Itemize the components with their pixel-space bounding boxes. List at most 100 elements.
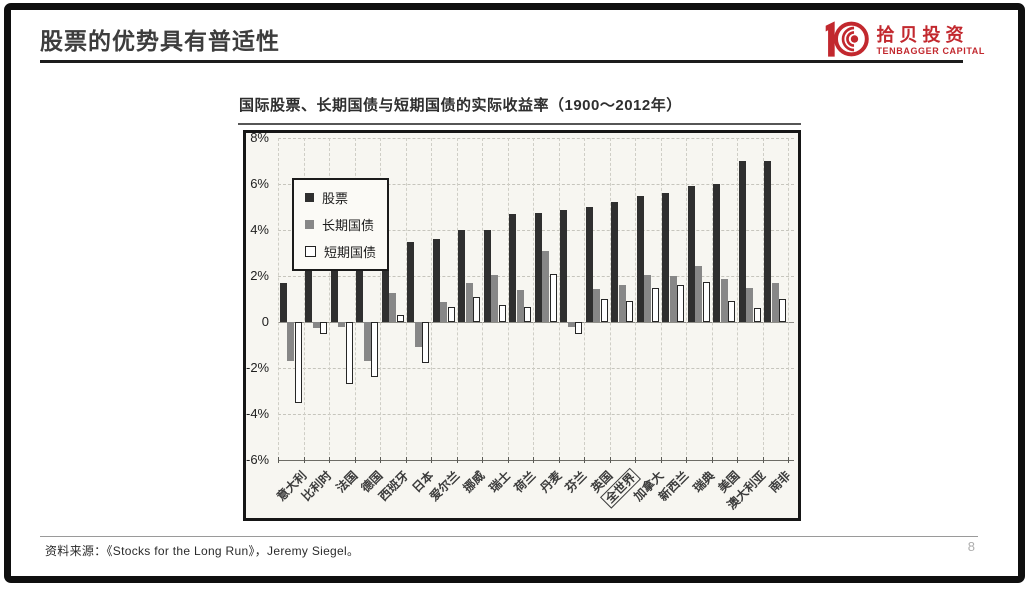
- legend-item-短期国债: 短期国债: [305, 242, 376, 261]
- legend-label: 短期国债: [324, 245, 377, 260]
- tenbagger-logo-text: 拾贝投资 TENBAGGER CAPITAL: [876, 24, 985, 58]
- logo-name-en: TENBAGGER CAPITAL: [876, 46, 985, 57]
- x-axis-tick: [431, 457, 432, 463]
- x-axis-tick: [533, 457, 534, 463]
- bar-短期国债-全世界: [626, 301, 634, 322]
- x-axis-tick: [788, 457, 789, 463]
- bar-长期国债-爱尔兰: [440, 302, 448, 322]
- y-axis-tick-label: 2%: [250, 268, 269, 283]
- bar-短期国债-日本: [422, 322, 430, 364]
- v-gridline: [660, 138, 662, 460]
- bar-股票-瑞典: [687, 186, 695, 322]
- bar-长期国债-法国: [338, 322, 346, 327]
- footer-divider: [40, 536, 978, 537]
- bar-股票-美国: [713, 184, 720, 322]
- legend-item-股票: 股票: [305, 188, 376, 207]
- legend-swatch-icon: [305, 220, 314, 229]
- bar-股票-德国: [356, 255, 363, 322]
- bar-短期国债-丹麦: [549, 273, 557, 322]
- bar-长期国债-丹麦: [542, 250, 550, 322]
- bar-长期国债-瑞士: [491, 274, 499, 322]
- v-gridline: [737, 138, 738, 460]
- bar-短期国债-新西兰: [677, 285, 685, 322]
- bar-长期国债-美国: [720, 279, 728, 322]
- x-axis-tick: [762, 457, 764, 463]
- bar-短期国债-挪威: [473, 296, 481, 322]
- bar-股票-英国: [585, 207, 593, 322]
- zero-gridline: [278, 322, 794, 323]
- bar-股票-澳大利亚: [738, 161, 746, 322]
- bar-长期国债-意大利: [287, 322, 295, 362]
- source-note: 资料来源：《Stocks for the Long Run》，Jeremy Si…: [45, 544, 360, 558]
- bar-短期国债-澳大利亚: [753, 308, 761, 322]
- x-category-label-text: 南非: [766, 468, 794, 496]
- bar-短期国债-荷兰: [524, 307, 532, 322]
- v-gridline: [278, 138, 279, 460]
- v-gridline: [329, 138, 330, 460]
- v-gridline: [762, 138, 764, 460]
- x-axis-tick: [507, 457, 509, 463]
- bar-股票-加拿大: [636, 195, 644, 322]
- x-axis-tick: [584, 457, 585, 463]
- bar-短期国债-瑞典: [702, 281, 710, 322]
- bar-股票-日本: [407, 241, 414, 322]
- tenbagger-logo: 拾贝投资 TENBAGGER CAPITAL: [825, 18, 985, 65]
- x-axis-tick: [380, 457, 381, 463]
- bar-长期国债-挪威: [465, 282, 473, 322]
- x-axis-tick: [660, 457, 662, 463]
- v-gridline: [711, 138, 713, 460]
- bar-股票-法国: [330, 255, 338, 322]
- bar-短期国债-意大利: [294, 322, 302, 403]
- slide-title: 股票的优势具有普适性: [40, 28, 280, 54]
- bar-短期国债-德国: [371, 322, 379, 378]
- x-axis-tick: [456, 457, 458, 463]
- y-gridline: [278, 138, 794, 139]
- bar-长期国债-全世界: [618, 285, 626, 322]
- legend-label: 股票: [322, 191, 349, 206]
- v-gridline: [584, 138, 585, 460]
- legend-swatch-icon: [305, 193, 314, 202]
- chart-title-rule: [238, 123, 801, 125]
- bar-长期国债-加拿大: [644, 274, 652, 322]
- v-gridline: [431, 138, 432, 460]
- v-gridline: [482, 138, 483, 460]
- bar-股票-意大利: [279, 282, 287, 322]
- x-axis-tick: [686, 457, 687, 463]
- x-axis-tick: [278, 457, 279, 463]
- y-axis-tick-label: -6%: [246, 452, 270, 467]
- legend-label: 长期国债: [322, 218, 375, 233]
- bar-长期国债-荷兰: [516, 289, 524, 322]
- page-number: 8: [967, 539, 975, 554]
- bar-短期国债-爱尔兰: [447, 307, 455, 322]
- v-gridline: [686, 138, 687, 460]
- bar-长期国债-日本: [414, 322, 422, 348]
- bar-长期国债-新西兰: [669, 276, 677, 322]
- title-underline: [40, 60, 963, 63]
- bar-股票-爱尔兰: [432, 239, 440, 322]
- bar-长期国债-澳大利亚: [746, 287, 754, 322]
- bar-短期国债-芬兰: [575, 322, 583, 334]
- bar-长期国债-芬兰: [567, 322, 575, 327]
- legend-swatch-icon: [305, 246, 316, 257]
- bar-短期国债-加拿大: [651, 287, 659, 322]
- y-gridline: [278, 414, 794, 415]
- legend-item-长期国债: 长期国债: [305, 215, 376, 234]
- y-axis-tick-label: 8%: [250, 130, 269, 145]
- bar-股票-荷兰: [509, 213, 516, 322]
- bar-短期国债-法国: [345, 322, 353, 385]
- v-gridline: [533, 138, 534, 460]
- bar-长期国债-德国: [363, 322, 371, 362]
- bar-短期国债-西班牙: [396, 315, 404, 322]
- v-gridline: [558, 138, 560, 460]
- bar-长期国债-英国: [593, 288, 601, 322]
- tenbagger-logo-icon: [825, 18, 870, 65]
- x-axis-tick: [635, 457, 636, 463]
- bar-股票-全世界: [611, 202, 618, 322]
- x-axis-tick: [329, 457, 330, 463]
- logo-name-cn: 拾贝投资: [876, 24, 969, 45]
- bar-股票-新西兰: [662, 193, 669, 322]
- v-gridline: [303, 138, 305, 460]
- x-axis-tick: [405, 457, 407, 463]
- bar-股票-芬兰: [560, 210, 567, 322]
